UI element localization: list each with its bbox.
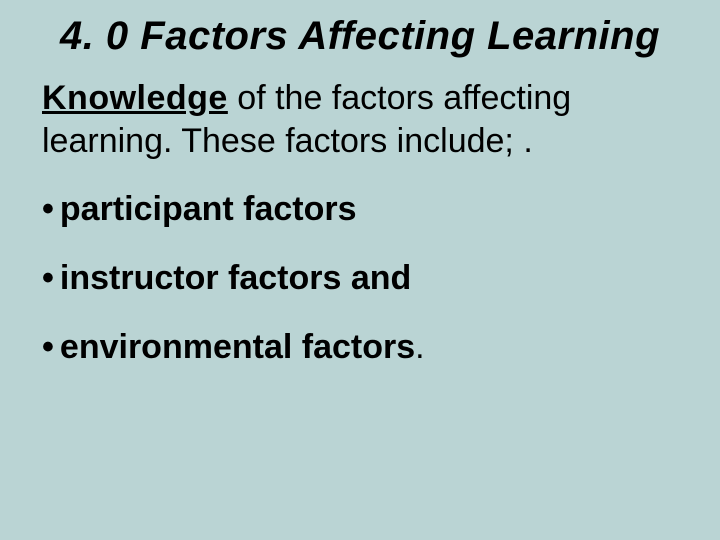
slide: 4. 0 Factors Affecting Learning Knowledg… [0, 0, 720, 540]
bullet-icon: • [42, 259, 54, 297]
bullet-text: environmental factors [60, 328, 415, 366]
slide-title: 4. 0 Factors Affecting Learning [42, 14, 678, 59]
bullet-icon: • [42, 190, 54, 228]
intro-keyword: Knowledge [42, 79, 228, 117]
bullet-list: •participant factors •instructor factors… [42, 190, 678, 367]
list-item: •instructor factors and [42, 259, 678, 298]
list-item: •participant factors [42, 190, 678, 229]
intro-paragraph: Knowledge of the factors affecting learn… [42, 77, 678, 164]
bullet-icon: • [42, 328, 54, 366]
bullet-text: instructor factors and [60, 259, 411, 297]
bullet-text: participant factors [60, 190, 357, 228]
bullet-trailing: . [415, 328, 424, 366]
list-item: •environmental factors. [42, 328, 678, 367]
